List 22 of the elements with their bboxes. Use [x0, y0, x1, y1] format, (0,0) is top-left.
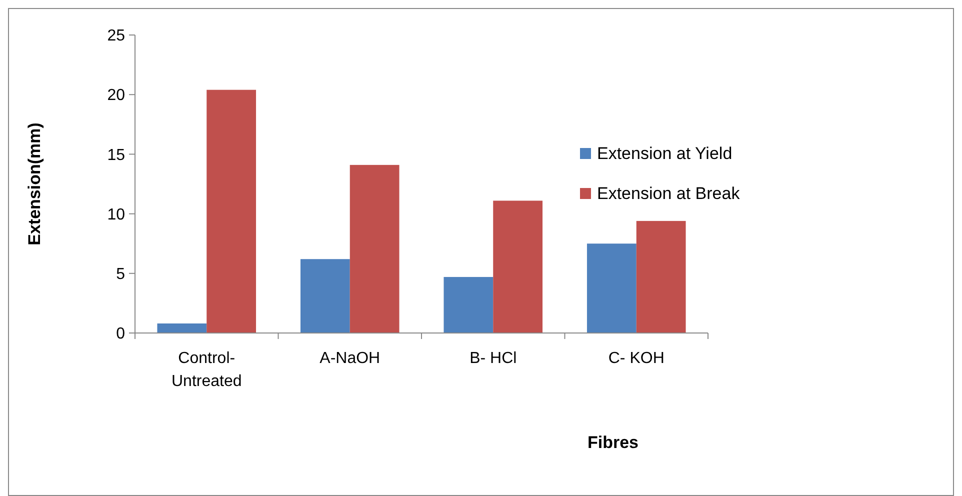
bar — [586, 244, 636, 333]
legend-label: Extension at Yield — [597, 144, 732, 163]
x-tick-label: A-NaOH — [320, 350, 380, 367]
x-tick-label: B- HCl — [470, 350, 517, 367]
y-tick-label: 15 — [107, 146, 126, 164]
x-tick-label: Control- Untreated — [171, 350, 242, 390]
legend-label: Extension at Break — [597, 184, 740, 203]
bar — [350, 164, 400, 333]
y-tick-label: 5 — [116, 266, 126, 283]
y-tick-label: 20 — [107, 87, 126, 104]
bar — [157, 323, 207, 333]
bar — [206, 90, 256, 333]
bar — [493, 200, 543, 333]
bar — [300, 259, 350, 333]
y-axis-title: Extension(mm) — [25, 122, 44, 246]
x-tick-label: C- KOH — [608, 350, 664, 367]
bar — [636, 220, 686, 333]
y-tick-label: 0 — [116, 326, 126, 343]
x-axis-title: Fibres — [587, 433, 639, 452]
bar — [444, 276, 494, 333]
y-tick-label: 10 — [107, 206, 126, 224]
y-tick-label: 25 — [107, 28, 126, 45]
